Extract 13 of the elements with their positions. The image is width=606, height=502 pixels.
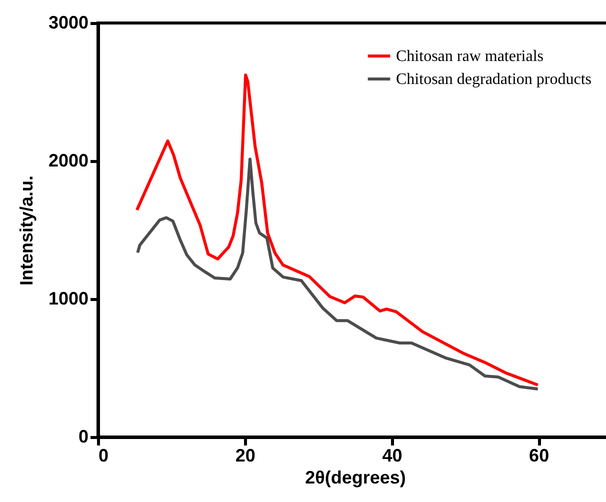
x-tick-label: 0 xyxy=(98,446,109,466)
x-tick-label: 40 xyxy=(382,446,402,466)
x-tick-label: 20 xyxy=(235,446,256,466)
line-series xyxy=(136,158,540,390)
y-tick-label: 1000 xyxy=(48,288,88,308)
legend-label: Chitosan degradation products xyxy=(396,71,592,88)
x-axis-title: 2θ(degrees) xyxy=(305,468,406,488)
y-tick-label: 0 xyxy=(78,426,88,446)
y-axis-title: Intensity/a.u. xyxy=(16,175,36,286)
legend-label: Chitosan raw materials xyxy=(396,48,544,65)
x-tick-label: 60 xyxy=(529,446,550,466)
y-tick-label: 2000 xyxy=(48,150,88,170)
y-tick-label: 3000 xyxy=(48,12,88,32)
